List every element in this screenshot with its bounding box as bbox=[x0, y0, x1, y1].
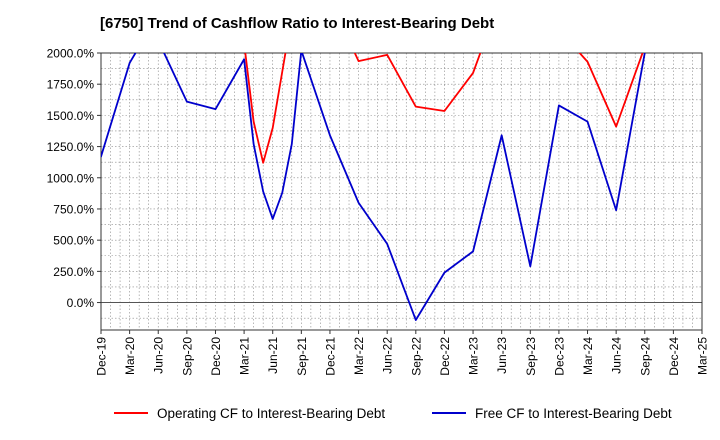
x-tick-label: Jun-22 bbox=[381, 337, 395, 374]
series-line-operating-cf bbox=[244, 53, 644, 164]
x-tick-label: Dec-23 bbox=[552, 337, 566, 376]
y-tick-label: 250.0% bbox=[53, 265, 94, 279]
axis-ticks: 2000.0% 1750.0% 1500.0% 1250.0% 1000.0% 750.0… bbox=[47, 47, 710, 376]
x-tick-label: Dec-20 bbox=[209, 337, 223, 376]
series-layer bbox=[101, 53, 646, 321]
y-tick-label: 1750.0% bbox=[47, 78, 95, 92]
x-tick-label: Dec-19 bbox=[95, 337, 109, 376]
x-tick-label: Sep-20 bbox=[180, 337, 194, 376]
y-tick-label: 0.0% bbox=[67, 296, 95, 310]
x-tick-label: Sep-24 bbox=[638, 337, 652, 376]
legend-label: Operating CF to Interest-Bearing Debt bbox=[157, 405, 386, 421]
x-tick-label: Mar-24 bbox=[581, 337, 595, 375]
legend-item-free-cf: Free CF to Interest-Bearing Debt bbox=[432, 403, 672, 423]
x-tick-label: Dec-22 bbox=[438, 337, 452, 376]
legend-line-blue bbox=[432, 412, 466, 414]
legend-line-red bbox=[114, 412, 148, 414]
plot-frame bbox=[100, 52, 703, 331]
x-tick-label: Mar-25 bbox=[696, 337, 710, 375]
x-tick-label: Dec-21 bbox=[323, 337, 337, 376]
y-tick-label: 750.0% bbox=[53, 202, 94, 216]
y-tick-label: 500.0% bbox=[53, 234, 94, 248]
series-line-free-cf bbox=[101, 53, 646, 321]
y-tick-label: 1250.0% bbox=[47, 140, 95, 154]
x-tick-label: Jun-20 bbox=[152, 337, 166, 374]
x-tick-label: Jun-21 bbox=[266, 337, 280, 374]
x-tick-label: Sep-21 bbox=[295, 337, 309, 376]
x-tick-label: Jun-23 bbox=[495, 337, 509, 374]
x-tick-label: Dec-24 bbox=[667, 337, 681, 376]
x-tick-label: Sep-23 bbox=[524, 337, 538, 376]
x-tick-label: Mar-22 bbox=[352, 337, 366, 375]
y-tick-label: 2000.0% bbox=[47, 47, 95, 61]
x-tick-label: Jun-24 bbox=[610, 337, 624, 374]
x-tick-label: Sep-22 bbox=[409, 337, 423, 376]
legend-item-operating-cf: Operating CF to Interest-Bearing Debt bbox=[114, 403, 385, 423]
x-tick-label: Mar-20 bbox=[123, 337, 137, 375]
chart-title: [6750] Trend of Cashflow Ratio to Intere… bbox=[100, 15, 495, 32]
legend-label: Free CF to Interest-Bearing Debt bbox=[475, 405, 672, 421]
y-tick-label: 1500.0% bbox=[47, 109, 95, 123]
x-tick-label: Mar-21 bbox=[238, 337, 252, 375]
x-tick-label: Mar-23 bbox=[467, 337, 481, 375]
y-tick-label: 1000.0% bbox=[47, 171, 95, 185]
grid bbox=[101, 53, 702, 330]
